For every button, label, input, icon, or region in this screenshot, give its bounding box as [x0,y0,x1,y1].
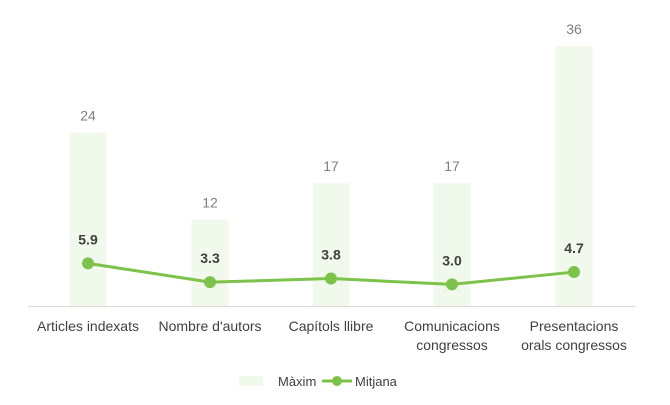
bar-value-label: 12 [202,194,218,210]
point-mitjana-5 [568,266,580,279]
point-mitjana-1 [82,257,94,270]
category-label: Presentacions orals congressos [521,318,627,353]
line-value-label: 5.9 [78,231,98,247]
category-label: Comunicacions congressos [404,318,500,353]
line-value-label: 3.3 [200,250,220,266]
legend: Màxim Mitjana [239,374,398,389]
category-labels-group: Articles indexats Nombre d'autors Capítols… [37,318,627,353]
bar-value-label: 17 [444,158,460,174]
point-mitjana-2 [204,276,216,289]
line-value-label: 3.0 [442,252,462,268]
bar-maxim-3 [312,183,350,306]
legend-swatch-maxim [239,376,263,386]
category-label: Articles indexats [37,318,139,334]
bar-value-label: 36 [566,21,582,37]
legend-label-mitjana: Mitjana [355,374,398,389]
category-label: Nombre d'autors [158,318,261,334]
line-value-label: 4.7 [564,240,584,256]
bar-maxim-5 [555,46,593,306]
point-mitjana-4 [446,278,458,291]
bar-maxim-2 [191,219,229,306]
bar-value-label: 17 [323,158,339,174]
bar-labels-group: 24 12 17 17 36 [80,21,582,210]
bars-group [69,46,593,306]
line-series-group [82,257,580,291]
legend-marker-mitjana [332,376,342,386]
category-label: Capítols llibre [289,318,374,334]
bar-value-label: 24 [80,108,96,124]
bar-maxim-1 [69,132,107,306]
line-value-label: 3.8 [321,247,341,263]
line-labels-group: 5.9 3.3 3.8 3.0 4.7 [78,231,584,268]
legend-label-maxim: Màxim [278,374,316,389]
point-mitjana-3 [325,272,337,285]
